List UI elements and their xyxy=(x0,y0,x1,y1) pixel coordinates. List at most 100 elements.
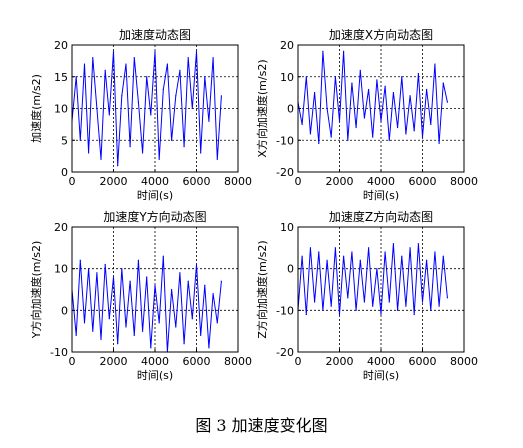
data-point xyxy=(426,259,428,261)
data-point xyxy=(359,259,361,261)
y-tick-label: 20 xyxy=(54,39,68,52)
data-point xyxy=(121,268,123,270)
data-point xyxy=(421,136,424,138)
data-point xyxy=(154,50,156,52)
data-point xyxy=(137,101,139,103)
data-point xyxy=(338,313,341,316)
x-axis-label: 时间(s) xyxy=(363,369,399,382)
data-point xyxy=(83,63,86,65)
data-point xyxy=(405,133,407,135)
panel-acceleration-z: 0 2000 4000 6000 8000 -20 -10 0 10 加速度Z方向动态图时间(s)… xyxy=(255,209,478,382)
data-point xyxy=(372,305,374,307)
y-tick-label: -10 xyxy=(50,346,68,359)
data-point xyxy=(380,313,382,316)
y-tick-label: 0 xyxy=(61,304,68,317)
data-point xyxy=(104,263,106,266)
data-point xyxy=(158,158,160,160)
data-point xyxy=(179,272,181,274)
y-tick-label: -20 xyxy=(276,346,294,359)
data-point xyxy=(384,251,386,253)
data-point xyxy=(446,101,448,103)
data-point xyxy=(417,72,419,75)
data-point xyxy=(125,63,127,65)
data-point xyxy=(392,243,395,245)
chart-title: 加速度X方向动态图 xyxy=(329,27,433,42)
data-point xyxy=(183,343,185,345)
x-tick-label: 6000 xyxy=(183,355,211,368)
y-tick-label: -20 xyxy=(276,166,294,179)
data-point xyxy=(208,347,210,349)
data-point xyxy=(318,142,320,145)
data-point xyxy=(314,301,316,303)
data-point xyxy=(166,63,169,65)
data-point xyxy=(388,139,390,141)
data-point xyxy=(150,114,152,116)
x-tick-label: 8000 xyxy=(224,355,252,368)
data-point xyxy=(351,82,353,84)
data-point xyxy=(112,276,115,278)
x-tick-label: 4000 xyxy=(141,355,169,368)
chart-title: 加速度Z方向动态图 xyxy=(329,209,433,224)
data-point xyxy=(326,259,328,261)
data-point xyxy=(100,338,102,341)
chart-title: 加速度Y方向动态图 xyxy=(103,209,206,224)
data-point xyxy=(183,146,185,148)
panel-acceleration-y: 0 2000 4000 6000 8000-1001020加速度Y方向动态图时间(s)Y… xyxy=(29,209,252,382)
data-point xyxy=(129,146,131,148)
data-point xyxy=(79,259,81,261)
data-point xyxy=(162,88,164,91)
y-axis-label: Y方向加速度(m/s2) xyxy=(29,241,43,339)
data-point xyxy=(309,133,312,135)
data-point xyxy=(158,322,160,324)
plot-area xyxy=(298,227,464,352)
data-point xyxy=(75,334,77,336)
x-tick-label: 8000 xyxy=(224,175,252,188)
data-point xyxy=(204,284,206,286)
data-point xyxy=(409,247,411,249)
data-point xyxy=(108,114,110,116)
data-point xyxy=(141,330,144,332)
data-point xyxy=(121,95,123,97)
data-point xyxy=(162,255,164,257)
data-point xyxy=(92,330,94,332)
data-point xyxy=(355,309,357,311)
data-point xyxy=(446,297,448,299)
y-axis-label: Z方向加速度(m/s2) xyxy=(255,240,269,338)
y-tick-label: 10 xyxy=(54,263,68,276)
data-point xyxy=(397,309,399,311)
data-point xyxy=(380,120,382,122)
data-point xyxy=(343,50,345,52)
x-tick-label: 0 xyxy=(69,355,76,368)
data-point xyxy=(96,107,98,110)
data-point xyxy=(175,326,177,328)
x-tick-label: 2000 xyxy=(326,175,354,188)
data-point xyxy=(426,88,428,91)
data-point xyxy=(112,50,115,52)
data-point xyxy=(175,95,177,97)
data-point xyxy=(75,76,77,78)
data-point xyxy=(334,76,336,78)
y-axis-label: X方向加速度(m/s2) xyxy=(255,59,269,157)
data-point xyxy=(146,76,148,78)
x-tick-label: 4000 xyxy=(367,355,395,368)
data-point xyxy=(117,165,119,167)
data-point xyxy=(204,76,206,78)
data-point xyxy=(322,309,324,311)
data-point xyxy=(330,305,332,307)
y-tick-label: 10 xyxy=(54,103,68,116)
data-point xyxy=(216,158,218,160)
data-point xyxy=(330,136,332,138)
data-point xyxy=(212,293,214,295)
data-point xyxy=(430,309,432,311)
data-point xyxy=(171,288,173,291)
data-point xyxy=(372,136,374,138)
data-point xyxy=(392,92,395,94)
x-tick-label: 2000 xyxy=(100,355,128,368)
data-point xyxy=(96,272,98,274)
data-point xyxy=(438,142,440,145)
data-point xyxy=(434,251,436,253)
data-point xyxy=(355,126,357,129)
data-point xyxy=(117,343,119,345)
data-point xyxy=(146,276,148,278)
